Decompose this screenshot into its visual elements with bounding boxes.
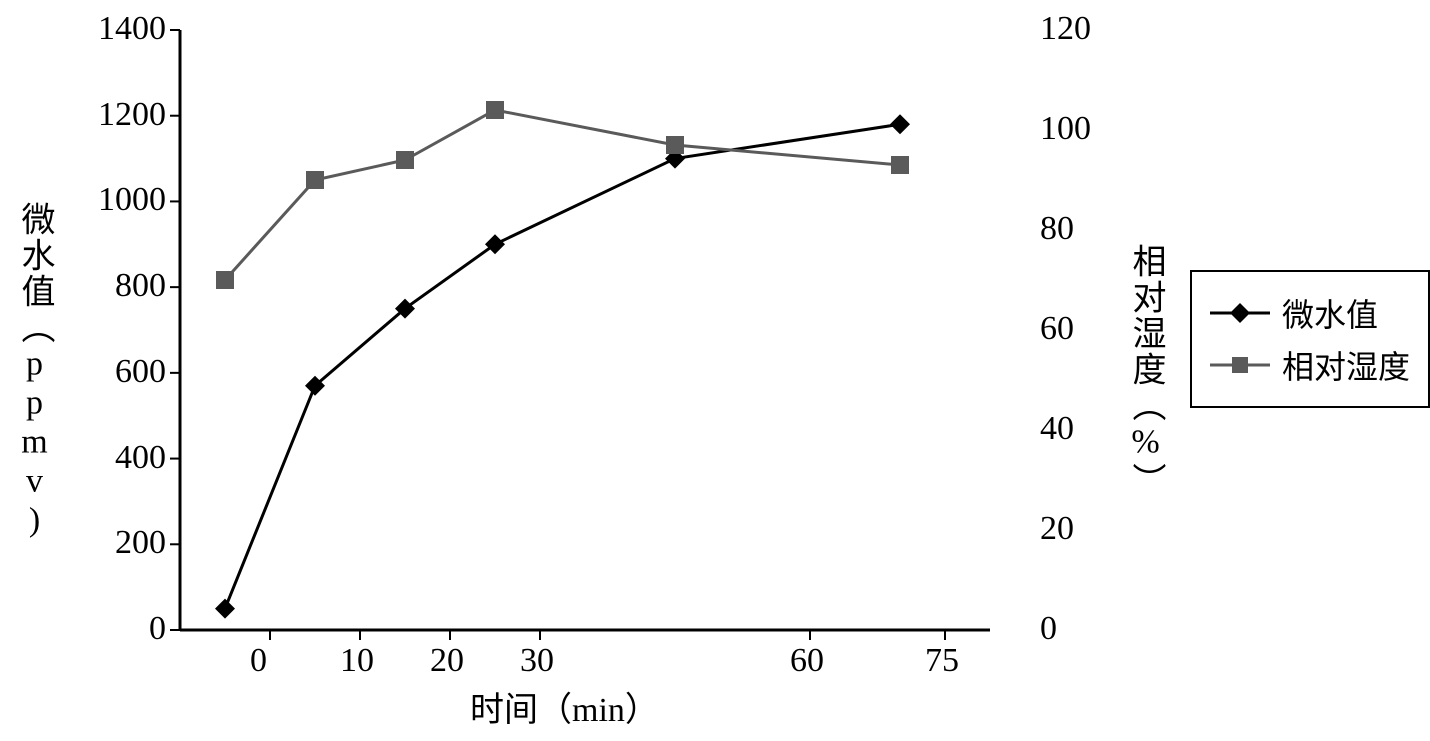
legend: 微水值 相对湿度 <box>1190 270 1430 408</box>
y2-tick-label: 20 <box>1040 510 1074 548</box>
y2-tick-label: 80 <box>1040 210 1074 248</box>
legend-label-1: 相对湿度 <box>1282 342 1410 388</box>
legend-item-0: 微水值 <box>1210 290 1410 336</box>
legend-marker-diamond <box>1210 301 1270 325</box>
legend-label-0: 微水值 <box>1282 290 1378 336</box>
y2-tick-label: 120 <box>1040 10 1091 48</box>
chart-container: 微水值（ppmv) 相对湿度（%） 时间（min） 微水值 <box>0 0 1430 741</box>
y1-tick-label: 1200 <box>98 96 166 134</box>
x-tick-label: 30 <box>520 642 554 680</box>
y2-tick-label: 60 <box>1040 310 1074 348</box>
y1-tick-label: 0 <box>149 610 166 648</box>
y1-tick-label: 600 <box>115 353 166 391</box>
y1-tick-label: 800 <box>115 267 166 305</box>
legend-marker-square <box>1210 353 1270 377</box>
y2-label-text: 相对湿度（%） <box>1127 243 1164 498</box>
x-tick-label: 0 <box>250 642 267 680</box>
y1-tick-label: 200 <box>115 524 166 562</box>
y2-axis-label: 相对湿度（%） <box>1121 243 1170 498</box>
x-tick-label: 60 <box>790 642 824 680</box>
y1-axis-label: 微水值（ppmv) <box>10 201 59 540</box>
y1-tick-label: 1400 <box>98 10 166 48</box>
y1-tick-label: 1000 <box>98 181 166 219</box>
x-label-text: 时间（min） <box>470 692 659 729</box>
y2-tick-label: 40 <box>1040 410 1074 448</box>
y1-tick-label: 400 <box>115 439 166 477</box>
x-tick-label: 75 <box>925 642 959 680</box>
x-axis-label: 时间（min） <box>470 682 659 731</box>
y2-tick-label: 100 <box>1040 110 1091 148</box>
x-tick-label: 20 <box>430 642 464 680</box>
y1-label-text: 微水值（ppmv) <box>16 201 53 540</box>
legend-item-1: 相对湿度 <box>1210 342 1410 388</box>
y2-tick-label: 0 <box>1040 610 1057 648</box>
x-tick-label: 10 <box>340 642 374 680</box>
